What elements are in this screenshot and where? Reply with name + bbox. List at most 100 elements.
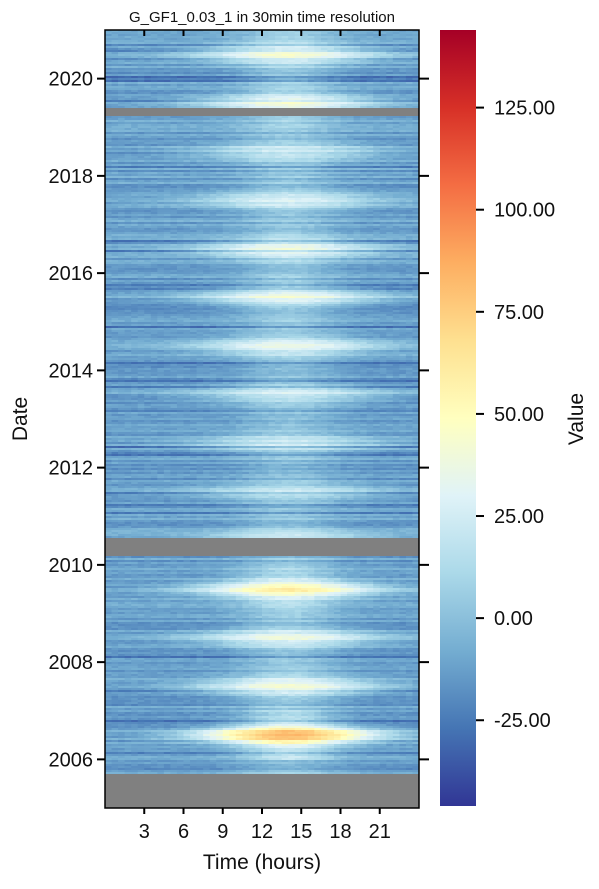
heatmap-cell	[150, 84, 158, 87]
heatmap-cell	[288, 44, 296, 47]
heatmap-cell	[229, 102, 237, 105]
heatmap-cell	[170, 62, 178, 65]
heatmap-cell	[144, 60, 152, 63]
heatmap-cell	[170, 32, 178, 35]
heatmap-cell	[137, 46, 145, 49]
heatmap-cell	[255, 76, 263, 79]
heatmap-cell	[301, 30, 309, 33]
heatmap-cell	[229, 64, 237, 67]
heatmap-cell	[190, 104, 197, 107]
heatmap-cell	[222, 56, 230, 59]
heatmap-cell	[262, 90, 269, 93]
heatmap-cell	[379, 104, 387, 107]
heatmap-cell	[399, 50, 407, 53]
heatmap-cell	[294, 80, 302, 83]
heatmap-cell	[222, 90, 230, 93]
heatmap-cell	[301, 66, 309, 69]
heatmap-cell	[314, 74, 322, 77]
heatmap-cell	[320, 66, 328, 69]
heatmap-cell	[209, 66, 217, 69]
heatmap-cell	[275, 106, 283, 109]
heatmap-cell	[353, 32, 361, 35]
heatmap-cell	[392, 54, 400, 57]
heatmap-cell	[248, 64, 256, 67]
heatmap-cell	[353, 94, 361, 97]
heatmap-cell	[137, 88, 145, 91]
heatmap-cell	[163, 56, 171, 59]
heatmap-cell	[176, 98, 184, 101]
heatmap-cell	[333, 78, 341, 81]
heatmap-cell	[379, 70, 387, 73]
heatmap-cell	[144, 40, 152, 43]
heatmap-cell	[137, 76, 145, 79]
heatmap-cell	[405, 68, 413, 71]
heatmap-cell	[314, 102, 322, 105]
heatmap-cell	[111, 102, 119, 105]
heatmap-cell	[399, 88, 407, 91]
heatmap-cell	[379, 82, 387, 85]
heatmap-cell	[163, 104, 171, 107]
heatmap-cell	[353, 74, 361, 77]
heatmap-cell	[301, 118, 309, 121]
heatmap-cell	[248, 66, 256, 69]
heatmap-cell	[412, 56, 420, 59]
heatmap-cell	[392, 94, 400, 97]
heatmap-cell	[392, 92, 400, 95]
heatmap-cell	[366, 64, 374, 67]
heatmap-cell	[183, 30, 191, 33]
heatmap-cell	[150, 56, 158, 59]
heatmap-cell	[170, 38, 178, 41]
heatmap-cell	[176, 38, 184, 41]
heatmap-cell	[216, 116, 224, 119]
heatmap-cell	[320, 106, 328, 109]
heatmap-cell	[163, 50, 171, 53]
heatmap-cell	[242, 46, 250, 49]
heatmap-cell	[294, 84, 302, 87]
heatmap-cell	[150, 80, 158, 83]
heatmap-cell	[307, 54, 315, 57]
heatmap-cell	[118, 86, 126, 89]
heatmap-cell	[124, 36, 132, 39]
heatmap-cell	[216, 38, 224, 41]
heatmap-cell	[176, 56, 184, 59]
heatmap-cell	[144, 76, 152, 79]
heatmap-cell	[405, 40, 413, 43]
heatmap-cell	[229, 66, 237, 69]
heatmap-row	[105, 58, 420, 61]
heatmap-cell	[150, 74, 158, 77]
heatmap-cell	[170, 44, 178, 47]
heatmap-cell	[379, 46, 387, 49]
heatmap-cell	[275, 98, 283, 101]
heatmap-row	[105, 68, 420, 71]
heatmap-cell	[327, 86, 335, 89]
heatmap-cell	[301, 78, 309, 81]
heatmap-cell	[399, 96, 407, 99]
heatmap-cell	[137, 38, 145, 41]
heatmap-cell	[255, 84, 263, 87]
heatmap-cell	[294, 90, 302, 93]
heatmap-cell	[373, 88, 381, 91]
heatmap-cell	[412, 68, 420, 71]
heatmap-cell	[275, 82, 283, 85]
heatmap-cell	[262, 84, 269, 87]
heatmap-cell	[209, 104, 217, 107]
heatmap-cell	[399, 54, 407, 57]
heatmap-cell	[222, 44, 230, 47]
heatmap-cell	[392, 76, 400, 79]
heatmap-cell	[150, 96, 158, 99]
heatmap-cell	[196, 74, 204, 77]
heatmap-cell	[281, 116, 289, 119]
heatmap-cell	[190, 38, 197, 41]
heatmap-cell	[333, 58, 341, 61]
heatmap-cell	[386, 90, 394, 93]
heatmap-cell	[262, 118, 269, 121]
heatmap-cell	[386, 42, 394, 45]
heatmap-cell	[105, 72, 112, 75]
heatmap-cell	[262, 88, 269, 91]
heatmap-cell	[268, 70, 276, 73]
heatmap-cell	[248, 40, 256, 43]
heatmap-cell	[105, 104, 112, 107]
heatmap-cell	[412, 72, 420, 75]
heatmap-cell	[340, 118, 348, 121]
heatmap-cell	[294, 54, 302, 57]
